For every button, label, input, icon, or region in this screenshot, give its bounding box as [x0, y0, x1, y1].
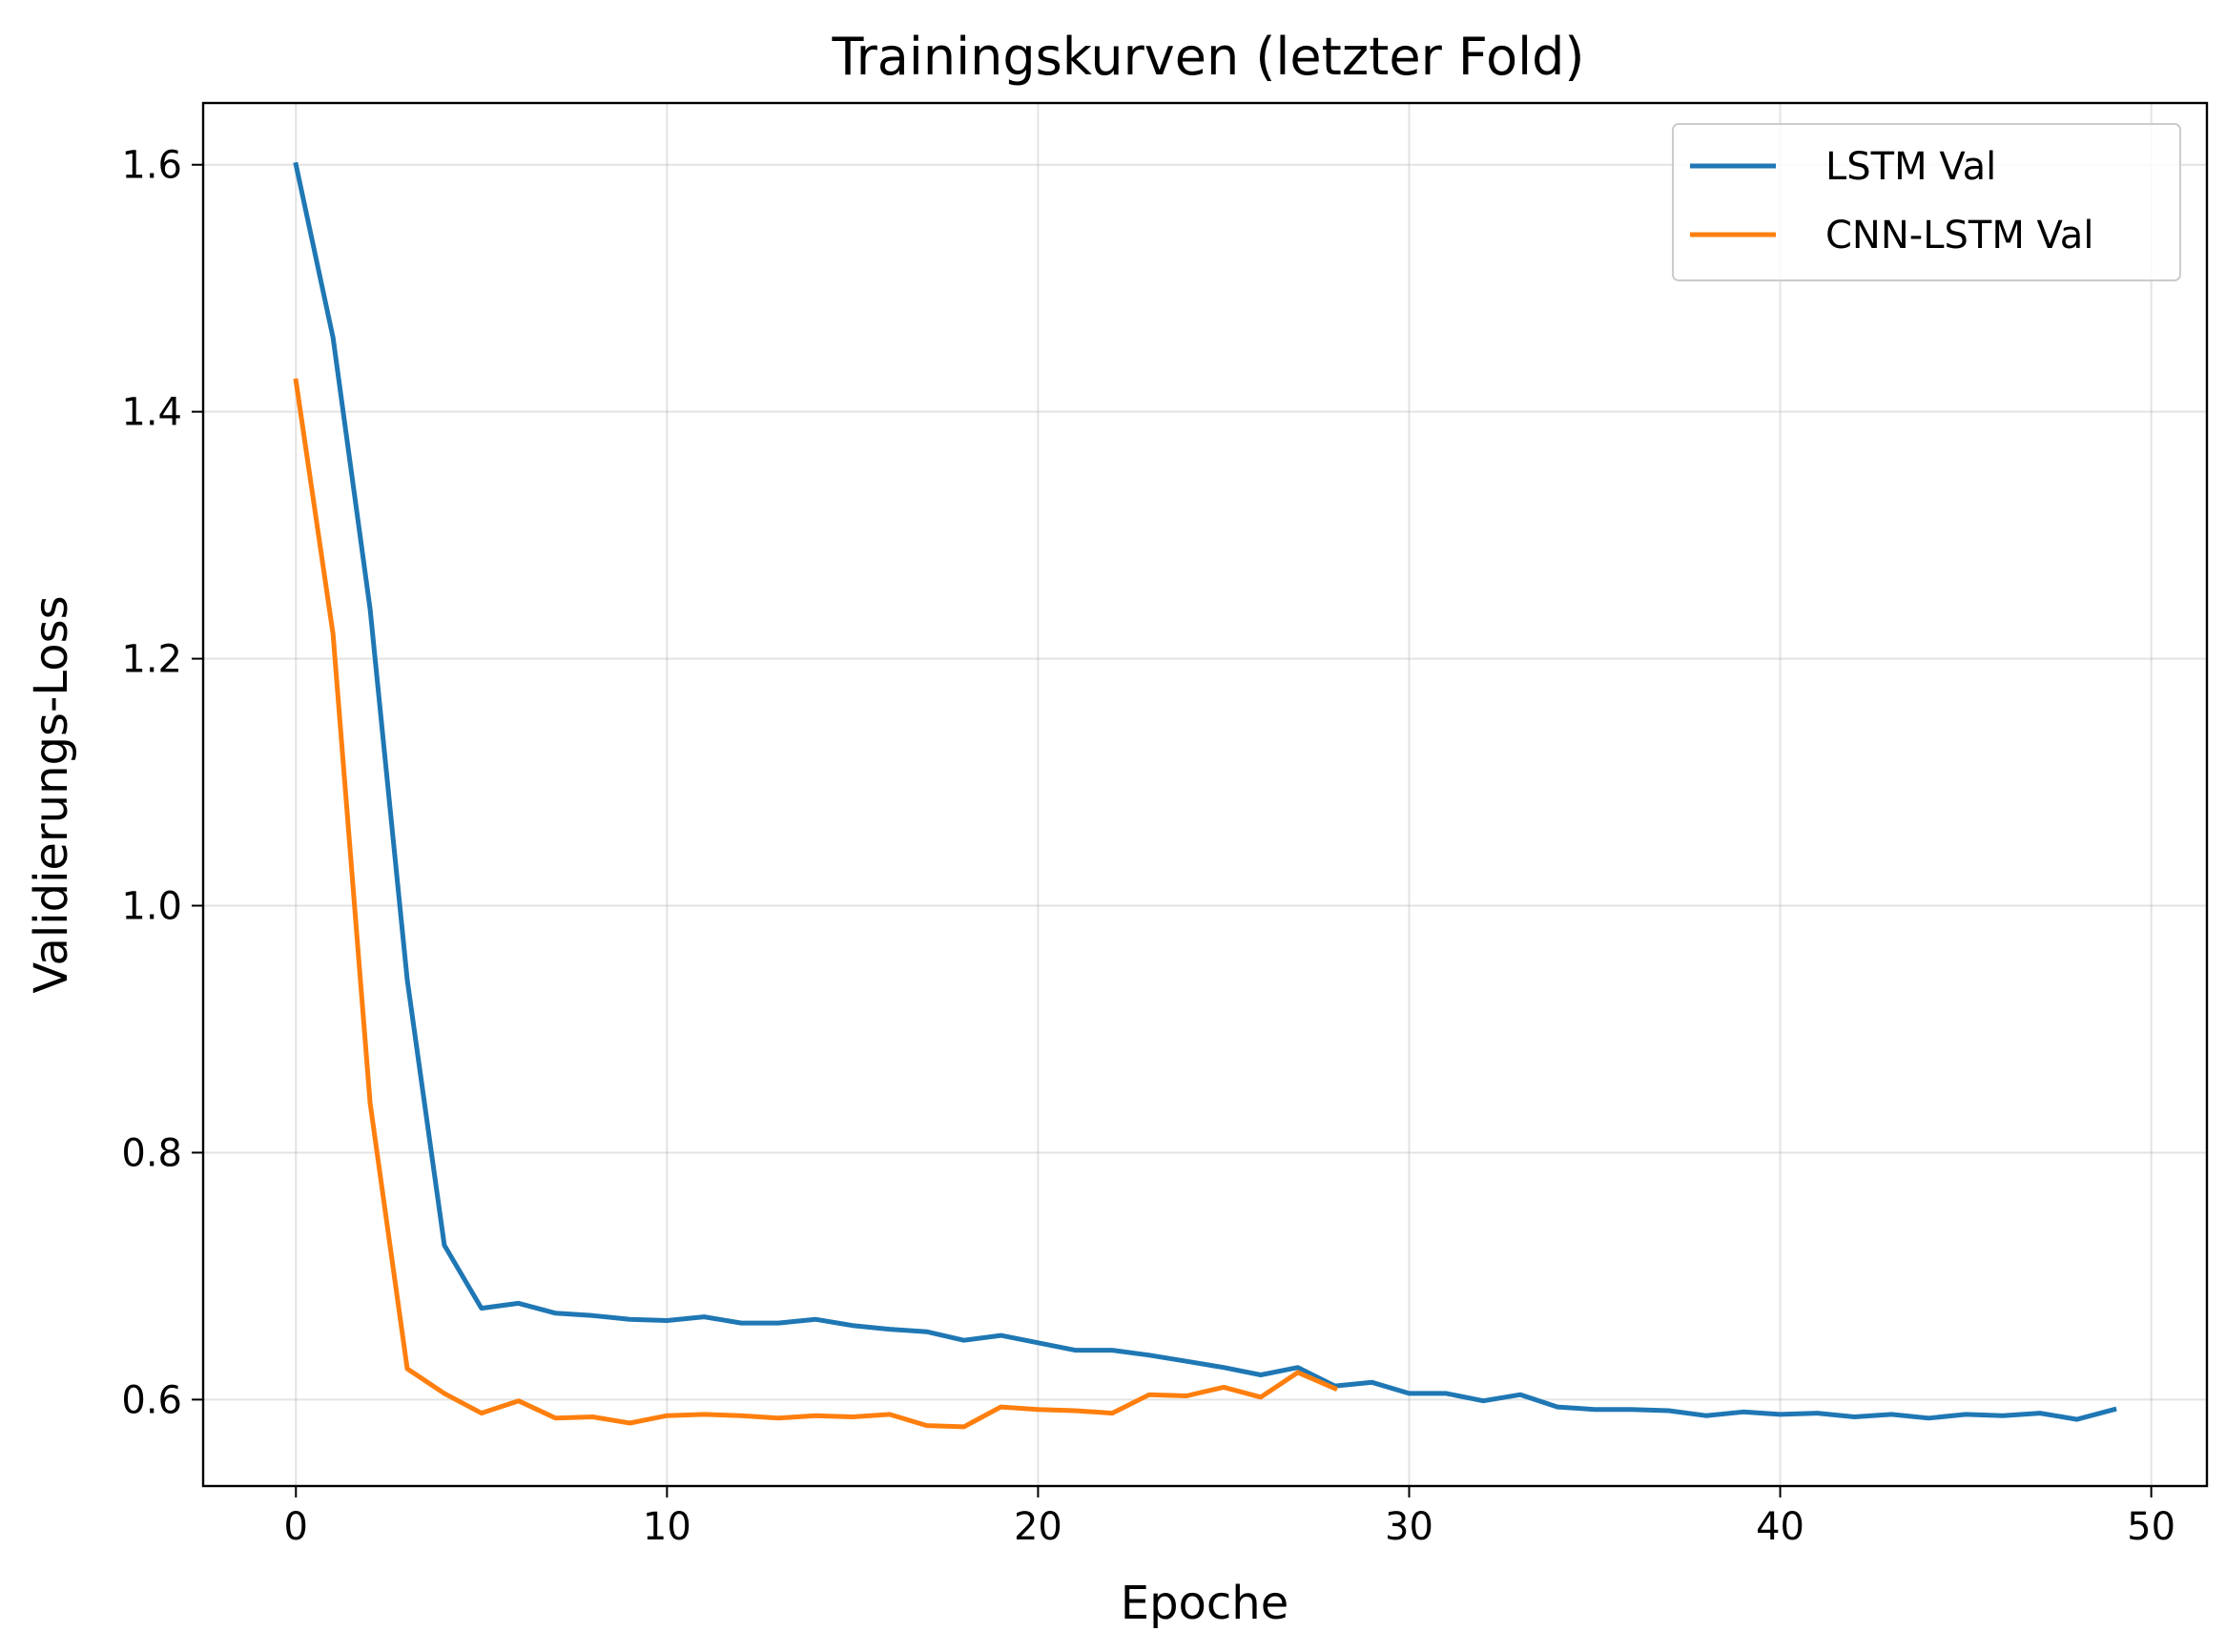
- x-axis-label: Epoche: [1121, 1577, 1289, 1630]
- series-line-cnn-lstm-val: [293, 378, 1338, 1430]
- legend-box: [1672, 123, 2181, 281]
- x-tick-label: 40: [1756, 1505, 1804, 1549]
- y-tick-label: 1.6: [121, 144, 182, 188]
- x-tick-label: 0: [284, 1505, 308, 1549]
- legend-label-lstm: LSTM Val: [1825, 145, 1996, 189]
- x-tick-label: 30: [1385, 1505, 1433, 1549]
- y-tick-label: 1.0: [121, 885, 182, 929]
- axis-ticks: 0 10 20 30 40 50 0.6 0.8 1.0 1.2 1.4 1.6: [121, 144, 2175, 1549]
- chart-title: Trainingskurven (letzter Fold): [832, 27, 1585, 87]
- x-tick-label: 20: [1014, 1505, 1062, 1549]
- grid: [203, 103, 2207, 1486]
- y-tick-label: 1.4: [121, 391, 182, 435]
- y-axis-label: Validierungs-Loss: [25, 595, 78, 993]
- y-tick-label: 1.2: [121, 638, 182, 682]
- legend: LSTM Val CNN-LSTM Val: [1672, 123, 2181, 281]
- plot-lines: [293, 161, 2117, 1430]
- series-line-lstm-val: [293, 161, 2117, 1422]
- y-tick-label: 0.6: [121, 1378, 182, 1422]
- legend-label-cnn-lstm: CNN-LSTM Val: [1825, 214, 2093, 258]
- plot-frame: [201, 101, 2209, 1488]
- x-tick-label: 50: [2127, 1505, 2175, 1549]
- x-tick-label: 10: [643, 1505, 691, 1549]
- y-tick-label: 0.8: [121, 1131, 182, 1175]
